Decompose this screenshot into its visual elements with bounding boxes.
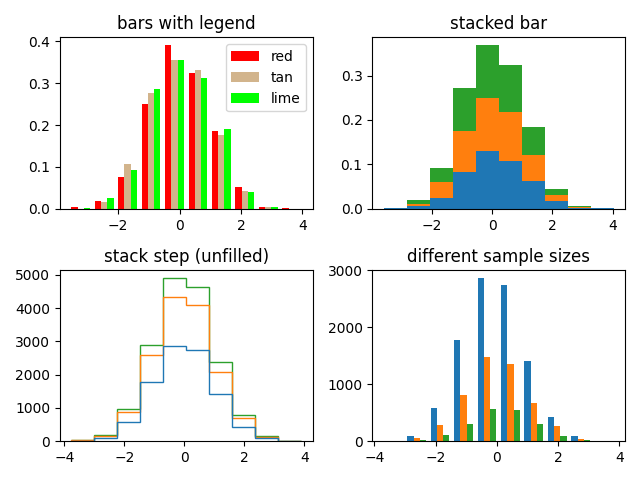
Bar (484, 357, 490, 441)
Bar (225, 129, 230, 209)
Bar (501, 285, 508, 441)
Bar (548, 417, 554, 441)
Bar (165, 46, 172, 209)
Title: bars with legend: bars with legend (117, 15, 255, 33)
Bar (452, 131, 476, 171)
Bar (118, 177, 124, 209)
Bar (124, 164, 131, 209)
Bar (476, 98, 499, 151)
Bar (568, 208, 591, 209)
Bar (131, 170, 137, 209)
Bar (242, 191, 248, 209)
Bar (271, 206, 278, 209)
Bar (467, 423, 473, 441)
Bar (568, 206, 591, 207)
Bar (537, 424, 543, 441)
Bar (431, 408, 437, 441)
Bar (522, 181, 545, 209)
Bar (561, 436, 566, 441)
Bar (584, 440, 590, 441)
Bar (71, 206, 77, 209)
Bar (490, 409, 497, 441)
Bar (531, 403, 537, 441)
Bar (499, 112, 522, 161)
Bar (407, 206, 430, 209)
Bar (572, 436, 577, 441)
Bar (84, 208, 90, 209)
Bar (95, 201, 101, 209)
Bar (195, 70, 201, 209)
Bar (265, 206, 271, 209)
Title: stack step (unfilled): stack step (unfilled) (104, 248, 269, 265)
Bar (437, 425, 444, 441)
Bar (460, 396, 467, 441)
Bar (413, 438, 420, 441)
Bar (454, 340, 460, 441)
Bar (248, 192, 254, 209)
Bar (545, 201, 568, 209)
Bar (452, 171, 476, 209)
Bar (189, 73, 195, 209)
Bar (545, 189, 568, 195)
Bar (522, 155, 545, 181)
Bar (407, 204, 430, 206)
Bar (212, 131, 218, 209)
Bar (420, 440, 426, 441)
Bar (444, 434, 449, 441)
Bar (499, 65, 522, 112)
Bar (101, 202, 108, 209)
Bar (141, 104, 148, 209)
Bar (430, 198, 452, 209)
Bar (577, 439, 584, 441)
Bar (407, 436, 413, 441)
Bar (236, 187, 242, 209)
Bar (172, 60, 177, 209)
Bar (524, 361, 531, 441)
Legend: red, tan, lime: red, tan, lime (226, 44, 305, 111)
Title: stacked bar: stacked bar (450, 15, 547, 33)
Bar (477, 278, 484, 441)
Bar (384, 208, 407, 209)
Bar (259, 206, 265, 209)
Bar (508, 364, 513, 441)
Bar (218, 135, 225, 209)
Bar (177, 60, 184, 209)
Bar (522, 127, 545, 155)
Title: different sample sizes: different sample sizes (407, 248, 590, 265)
Bar (201, 78, 207, 209)
Bar (452, 88, 476, 131)
Bar (499, 161, 522, 209)
Bar (407, 200, 430, 204)
Bar (154, 89, 161, 209)
Bar (513, 410, 520, 441)
Bar (476, 46, 499, 98)
Bar (148, 93, 154, 209)
Bar (430, 181, 452, 198)
Bar (554, 426, 561, 441)
Bar (476, 151, 499, 209)
Bar (108, 198, 113, 209)
Bar (430, 168, 452, 181)
Bar (545, 195, 568, 201)
Bar (568, 207, 591, 208)
Bar (282, 208, 289, 209)
